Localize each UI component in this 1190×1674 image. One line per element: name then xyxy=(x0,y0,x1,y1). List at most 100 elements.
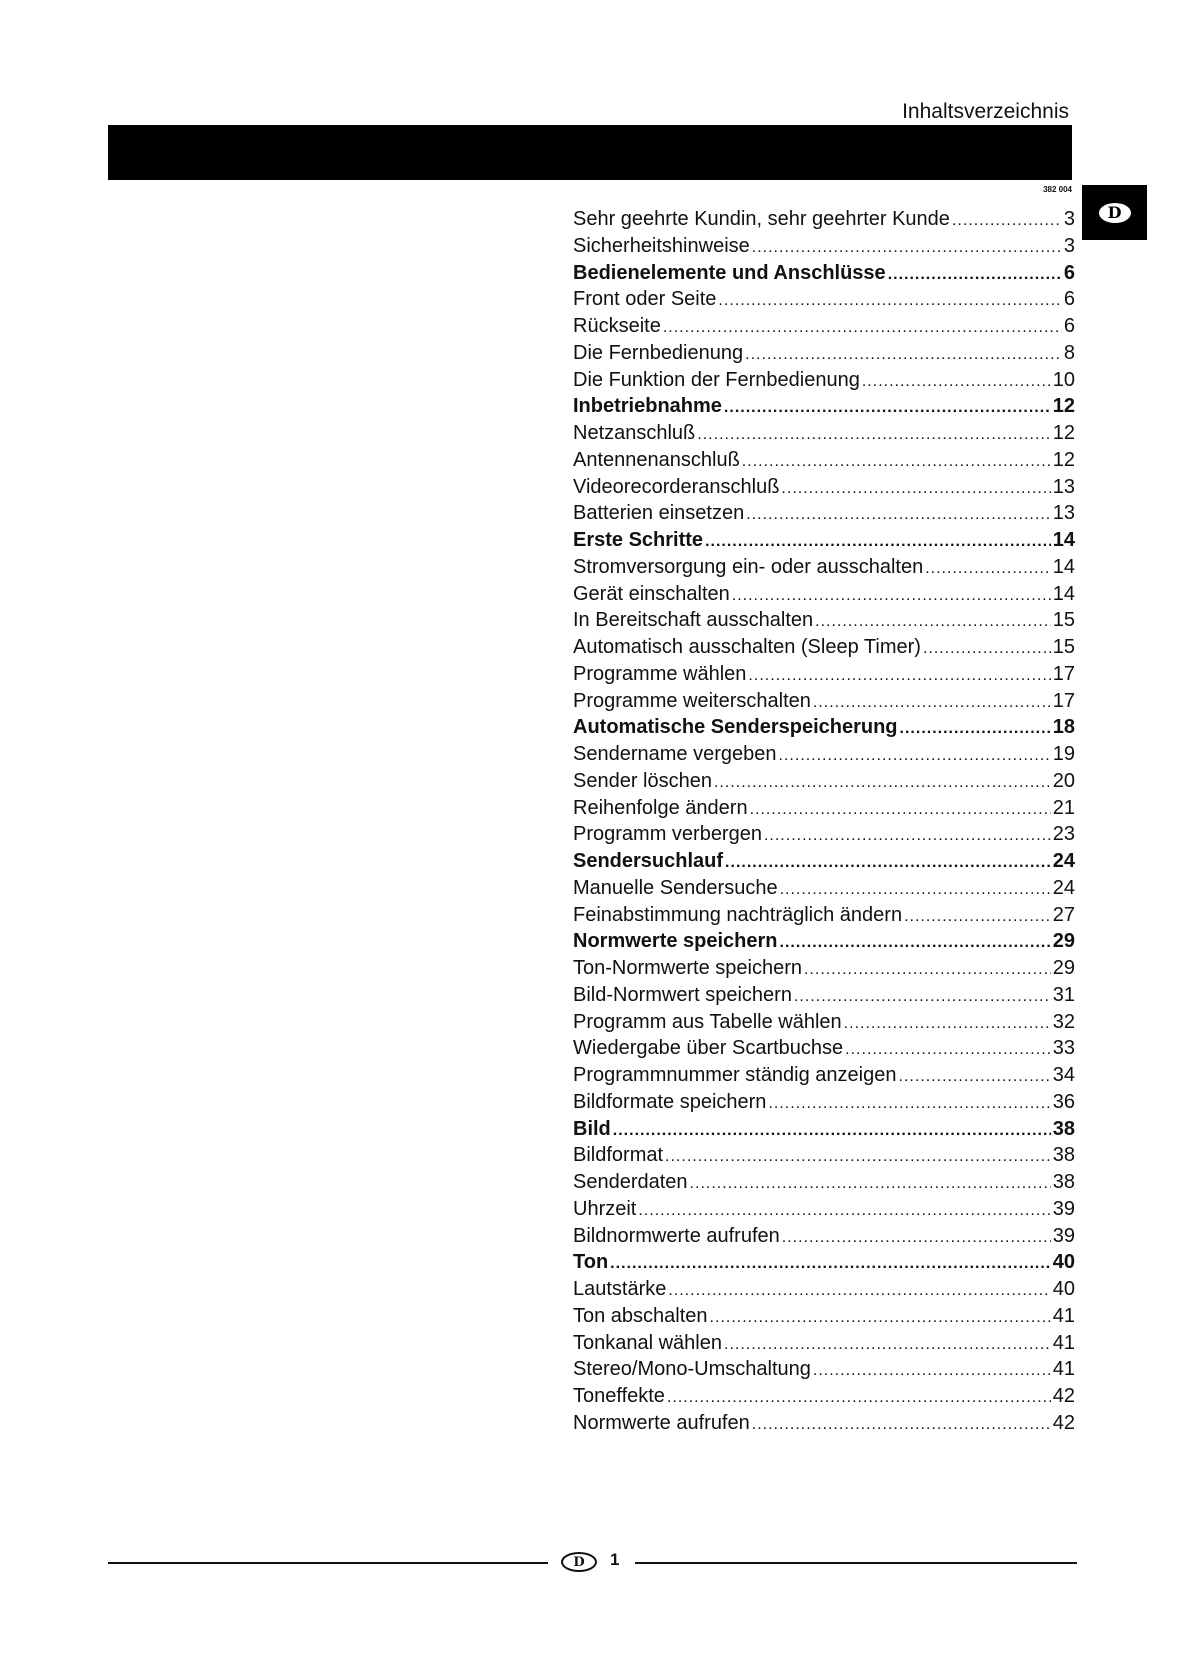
toc-entry: Programme wählen 17 xyxy=(573,663,1075,690)
toc-entry: Bildformate speichern 36 xyxy=(573,1091,1075,1118)
toc-entry: Senderdaten 38 xyxy=(573,1171,1075,1198)
toc-entry: Sendersuchlauf 24 xyxy=(573,850,1075,877)
dot-leader xyxy=(745,346,1062,364)
toc-entry-page: 13 xyxy=(1052,475,1075,498)
dot-leader xyxy=(815,613,1051,631)
toc-entry-page: 17 xyxy=(1052,689,1075,712)
dot-leader xyxy=(780,881,1051,899)
toc-entry-page: 29 xyxy=(1052,930,1075,953)
dot-leader xyxy=(610,1255,1051,1273)
dot-leader xyxy=(638,1202,1050,1220)
toc-entry-label: Antennenanschluß xyxy=(573,448,740,471)
dot-leader xyxy=(888,266,1062,284)
toc-entry: Bild-Normwert speichern 31 xyxy=(573,984,1075,1011)
toc-entry: Automatisch ausschalten (Sleep Timer) 15 xyxy=(573,636,1075,663)
dot-leader xyxy=(925,560,1051,578)
toc-entry: Front oder Seite 6 xyxy=(573,288,1075,315)
toc-entry: Programme weiterschalten 17 xyxy=(573,690,1075,717)
dot-leader xyxy=(862,373,1051,391)
dot-leader xyxy=(952,212,1062,230)
toc-entry-page: 19 xyxy=(1052,743,1075,765)
toc-entry-page: 14 xyxy=(1052,529,1075,551)
toc-entry-label: Sendername vergeben xyxy=(573,743,777,765)
toc-entry: Bild 38 xyxy=(573,1118,1075,1145)
toc-entry-label: Sehr geehrte Kundin, sehr geehrter Kunde xyxy=(573,208,950,230)
toc-entry-label: Erste Schritte xyxy=(573,529,704,551)
toc-entry-page: 27 xyxy=(1052,903,1075,926)
toc-entry: Programmnummer ständig anzeigen 34 xyxy=(573,1064,1075,1091)
toc-entry-label: Bildformat xyxy=(573,1144,664,1167)
toc-entry-label: Wiedergabe über Scartbuchse xyxy=(573,1037,844,1060)
toc-entry: Videorecorderanschluß 13 xyxy=(573,476,1075,503)
toc-entry-label: Uhrzeit xyxy=(573,1197,637,1220)
toc-entry-label: Lautstärke xyxy=(573,1278,667,1300)
toc-entry-label: Die Funktion der Fernbedienung xyxy=(573,368,860,391)
dot-leader xyxy=(900,720,1051,738)
toc-entry-label: Automatische Senderspeicherung xyxy=(573,716,898,739)
toc-entry-page: 20 xyxy=(1052,769,1075,792)
toc-entry-page: 36 xyxy=(1052,1090,1075,1113)
toc-entry: Stereo/Mono-Umschaltung 41 xyxy=(573,1358,1075,1385)
dot-leader xyxy=(746,506,1051,524)
toc-entry-page: 41 xyxy=(1052,1331,1075,1354)
toc-entry-page: 6 xyxy=(1063,261,1075,284)
dot-leader xyxy=(752,1416,1051,1434)
toc-entry-label: Rückseite xyxy=(573,315,661,337)
toc-entry-page: 39 xyxy=(1052,1197,1075,1220)
toc-entry-page: 38 xyxy=(1052,1171,1075,1193)
toc-entry: Uhrzeit 39 xyxy=(573,1198,1075,1225)
toc-entry-label: Tonkanal wählen xyxy=(573,1331,722,1354)
toc-entry: Programm aus Tabelle wählen 32 xyxy=(573,1011,1075,1038)
toc-entry-label: Bildformate speichern xyxy=(573,1090,767,1113)
toc-entry-page: 21 xyxy=(1052,796,1075,819)
toc-entry-label: Inbetriebnahme xyxy=(573,395,722,418)
language-badge: D xyxy=(1098,202,1131,223)
dot-leader xyxy=(750,801,1051,819)
toc-entry: Bildformat 38 xyxy=(573,1144,1075,1171)
dot-leader xyxy=(724,1336,1051,1354)
toc-entry: Ton 40 xyxy=(573,1251,1075,1278)
toc-entry-label: Sendersuchlauf xyxy=(573,850,724,872)
toc-entry: Gerät einschalten 14 xyxy=(573,583,1075,610)
toc-entry: Normwerte speichern 29 xyxy=(573,930,1075,957)
toc-entry-label: Programm verbergen xyxy=(573,823,762,846)
language-tab: D xyxy=(1082,185,1147,240)
toc-entry: Sender löschen 20 xyxy=(573,770,1075,797)
toc-entry-label: Manuelle Sendersuche xyxy=(573,876,778,899)
toc-entry: Antennenanschluß 12 xyxy=(573,449,1075,476)
toc-entry-page: 40 xyxy=(1052,1251,1075,1274)
toc-entry: Bedienelemente und Anschlüsse 6 xyxy=(573,262,1075,289)
toc-entry-label: Programmnummer ständig anzeigen xyxy=(573,1064,897,1086)
dot-leader xyxy=(697,426,1050,444)
toc-entry-page: 12 xyxy=(1052,448,1075,471)
dot-leader xyxy=(690,1175,1051,1193)
toc-entry-page: 15 xyxy=(1052,636,1075,658)
toc-entry: Ton abschalten 41 xyxy=(573,1305,1075,1332)
page-number: 1 xyxy=(610,1550,620,1569)
dot-leader xyxy=(613,1122,1051,1140)
toc-entry-page: 24 xyxy=(1052,850,1075,872)
dot-leader xyxy=(804,961,1051,979)
toc-entry: Rückseite 6 xyxy=(573,315,1075,342)
dot-leader xyxy=(714,774,1051,792)
toc-entry-label: Programm aus Tabelle wählen xyxy=(573,1010,842,1033)
section-title: Inhaltsverzeichnis xyxy=(902,100,1069,123)
toc-entry-page: 39 xyxy=(1052,1224,1075,1247)
dot-leader xyxy=(904,908,1051,926)
toc-entry: Programm verbergen 23 xyxy=(573,823,1075,850)
toc-entry-page: 15 xyxy=(1052,609,1075,632)
dot-leader xyxy=(724,399,1051,417)
footer-language-badge: D xyxy=(561,1552,597,1572)
toc-entry-page: 42 xyxy=(1052,1411,1075,1434)
dot-leader xyxy=(710,1309,1051,1327)
dot-leader xyxy=(718,292,1061,310)
toc-entry-page: 12 xyxy=(1052,395,1075,418)
toc-entry: Manuelle Sendersuche 24 xyxy=(573,877,1075,904)
toc-entry-page: 6 xyxy=(1063,288,1075,311)
toc-entry-label: Die Fernbedienung xyxy=(573,341,744,364)
toc-entry-label: Feinabstimmung nachträglich ändern xyxy=(573,903,903,926)
toc-entry-page: 38 xyxy=(1052,1144,1075,1167)
toc-entry-page: 17 xyxy=(1052,662,1075,685)
dot-leader xyxy=(778,747,1050,765)
toc-entry-page: 41 xyxy=(1052,1304,1075,1327)
